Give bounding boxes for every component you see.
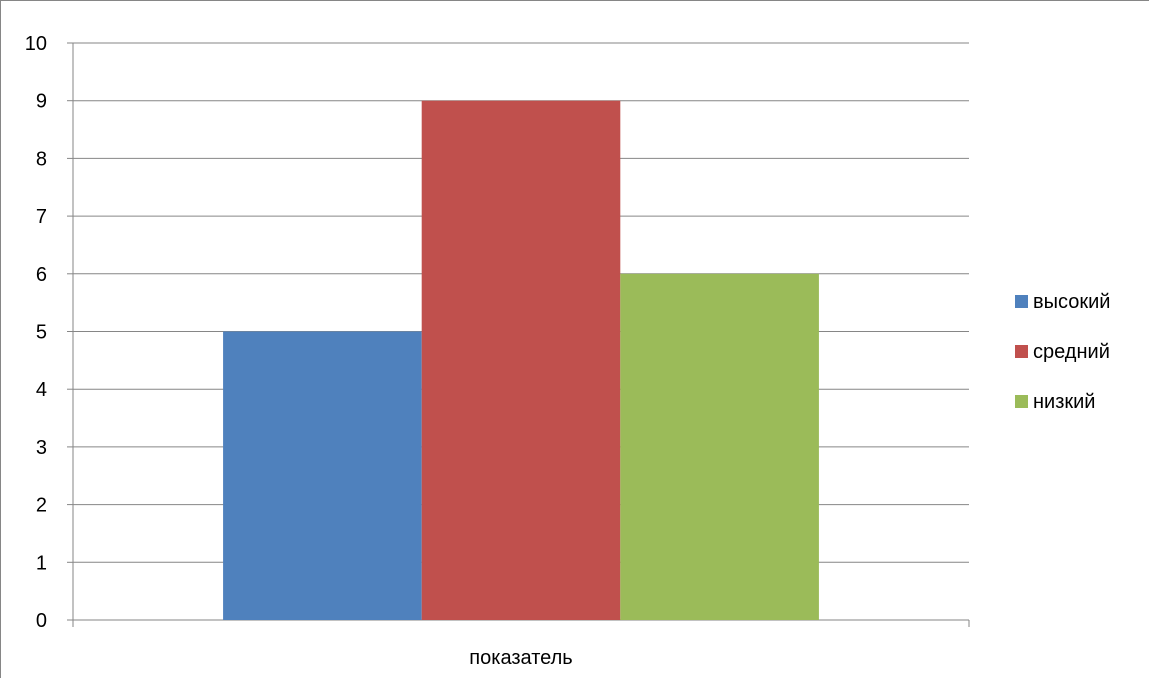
x-category-label: показатель — [469, 647, 572, 669]
legend: высокий средний низкий — [1015, 291, 1110, 413]
tick-labels: 0 1 2 3 4 5 6 7 8 9 10 показатель — [25, 33, 573, 669]
y-tick-label: 3 — [36, 437, 47, 459]
y-tick-label: 7 — [36, 206, 47, 228]
y-tick-label: 0 — [36, 610, 47, 632]
bar-3 — [620, 273, 819, 620]
legend-swatch — [1015, 395, 1028, 408]
bar-1 — [223, 331, 422, 620]
legend-swatch — [1015, 345, 1028, 358]
y-tick-label: 5 — [36, 322, 47, 344]
legend-label: средний — [1033, 341, 1110, 363]
legend-label: низкий — [1033, 391, 1095, 413]
y-tick-label: 10 — [25, 33, 47, 55]
bar-2 — [421, 100, 621, 620]
legend-label: высокий — [1033, 291, 1110, 313]
legend-swatch — [1015, 295, 1028, 308]
y-tick-label: 9 — [36, 91, 47, 113]
y-tick-label: 6 — [36, 264, 47, 286]
y-tick-label: 1 — [36, 552, 47, 574]
y-tick-label: 8 — [36, 148, 47, 170]
y-tick-label: 4 — [36, 379, 47, 401]
y-tick-label: 2 — [36, 495, 47, 517]
bars — [223, 100, 819, 620]
